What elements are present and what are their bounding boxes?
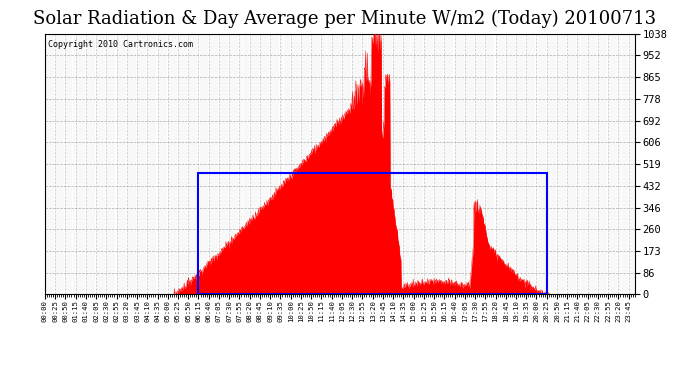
Text: Copyright 2010 Cartronics.com: Copyright 2010 Cartronics.com <box>48 40 193 49</box>
Bar <box>199 173 546 294</box>
Text: Solar Radiation & Day Average per Minute W/m2 (Today) 20100713: Solar Radiation & Day Average per Minute… <box>33 9 657 28</box>
